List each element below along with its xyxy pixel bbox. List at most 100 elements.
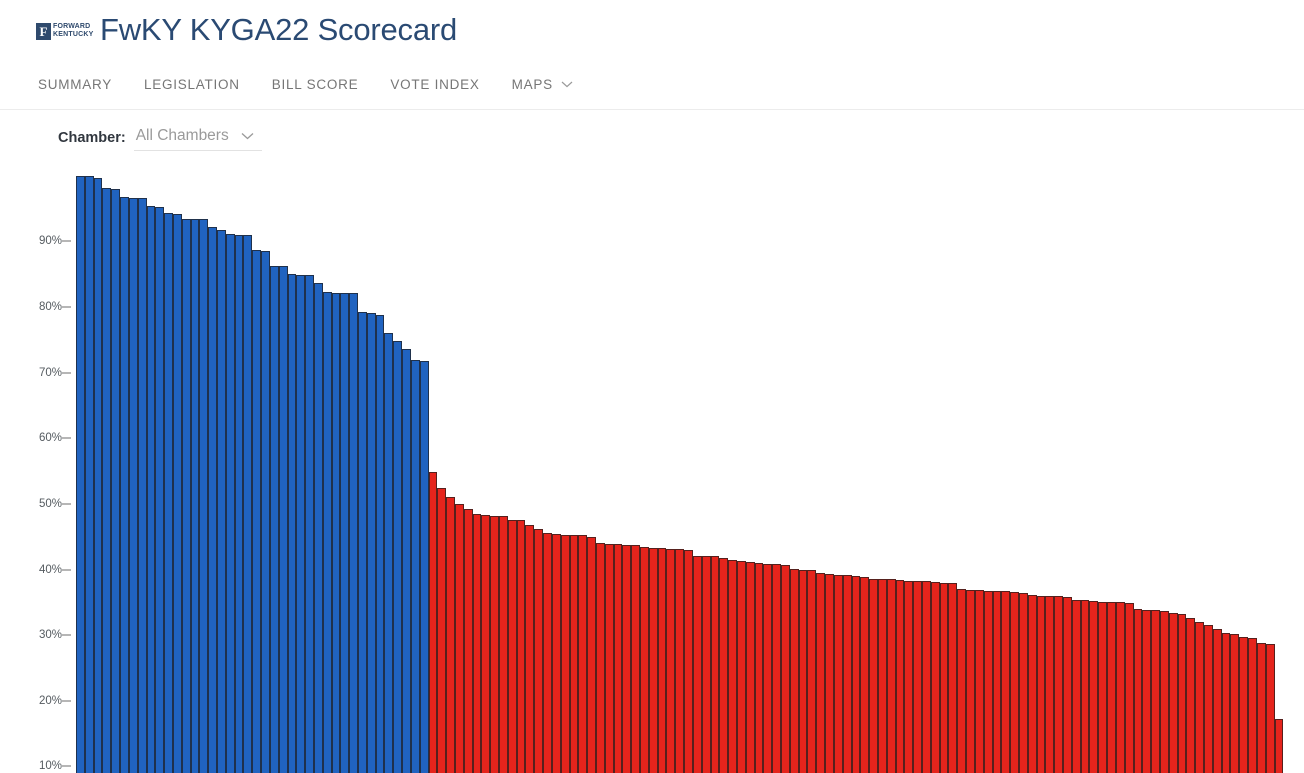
chart-bar[interactable] xyxy=(983,166,993,773)
chart-bar[interactable] xyxy=(648,166,658,773)
chart-bar[interactable] xyxy=(666,166,676,773)
chart-bar[interactable] xyxy=(1204,166,1213,773)
chart-bar[interactable] xyxy=(1018,166,1028,773)
chart-bar[interactable] xyxy=(393,166,403,773)
chart-bar[interactable] xyxy=(922,166,931,773)
chart-bar[interactable] xyxy=(1063,166,1072,773)
chart-bar[interactable] xyxy=(886,166,896,773)
chart-bar[interactable] xyxy=(816,166,826,773)
chart-bar[interactable] xyxy=(269,166,279,773)
chart-bar[interactable] xyxy=(560,166,570,773)
chart-bar[interactable] xyxy=(543,166,552,773)
chart-bar[interactable] xyxy=(763,166,773,773)
chart-bar[interactable] xyxy=(446,166,455,773)
chart-bar[interactable] xyxy=(1010,166,1019,773)
chart-bar[interactable] xyxy=(1195,166,1204,773)
chart-bar[interactable] xyxy=(719,166,729,773)
tab-legislation[interactable]: LEGISLATION xyxy=(128,60,256,110)
chart-bar[interactable] xyxy=(234,166,244,773)
tab-bill-score[interactable]: BILL SCORE xyxy=(256,60,375,110)
chart-bar[interactable] xyxy=(736,166,746,773)
chart-bar[interactable] xyxy=(1115,166,1125,773)
chart-bar[interactable] xyxy=(701,166,711,773)
chart-bar[interactable] xyxy=(1212,166,1222,773)
chart-bar[interactable] xyxy=(111,166,121,773)
chart-bar[interactable] xyxy=(1089,166,1099,773)
chart-bar[interactable] xyxy=(287,166,297,773)
chart-bar[interactable] xyxy=(463,166,473,773)
chart-bar[interactable] xyxy=(437,166,447,773)
chart-bar[interactable] xyxy=(966,166,975,773)
chart-bar[interactable] xyxy=(1124,166,1134,773)
chart-bar[interactable] xyxy=(410,166,420,773)
chart-bar[interactable] xyxy=(93,166,103,773)
chart-bar[interactable] xyxy=(137,166,147,773)
chart-bar[interactable] xyxy=(992,166,1002,773)
chart-bar[interactable] xyxy=(1159,166,1169,773)
chamber-filter-dropdown[interactable]: All Chambers xyxy=(133,125,262,151)
chart-bar[interactable] xyxy=(252,166,262,773)
chart-bar[interactable] xyxy=(384,166,394,773)
chart-bar[interactable] xyxy=(772,166,781,773)
chart-bar[interactable] xyxy=(490,166,499,773)
chart-bar[interactable] xyxy=(1168,166,1178,773)
chart-bar[interactable] xyxy=(728,166,737,773)
chart-bar[interactable] xyxy=(745,166,755,773)
chart-bar[interactable] xyxy=(710,166,720,773)
chart-bar[interactable] xyxy=(930,166,940,773)
chart-bar[interactable] xyxy=(402,166,411,773)
chart-bar[interactable] xyxy=(578,166,588,773)
chart-bar[interactable] xyxy=(825,166,834,773)
chart-bar[interactable] xyxy=(419,166,429,773)
chart-bar[interactable] xyxy=(807,166,817,773)
chart-bar[interactable] xyxy=(120,166,129,773)
chart-bar[interactable] xyxy=(974,166,984,773)
chart-bar[interactable] xyxy=(604,166,614,773)
chart-bar[interactable] xyxy=(164,166,173,773)
chart-bar[interactable] xyxy=(789,166,799,773)
chart-bar[interactable] xyxy=(613,166,623,773)
chart-bar[interactable] xyxy=(331,166,341,773)
chart-bar[interactable] xyxy=(1142,166,1152,773)
chart-bar[interactable] xyxy=(754,166,764,773)
chart-bar[interactable] xyxy=(358,166,367,773)
chart-bar[interactable] xyxy=(516,166,526,773)
chart-bar[interactable] xyxy=(595,166,605,773)
chart-bar[interactable] xyxy=(76,166,85,773)
chart-bar[interactable] xyxy=(1230,166,1240,773)
chart-bar[interactable] xyxy=(684,166,693,773)
chart-bar[interactable] xyxy=(322,166,332,773)
chart-bar[interactable] xyxy=(631,166,640,773)
chart-bar[interactable] xyxy=(877,166,887,773)
chart-bar[interactable] xyxy=(340,166,350,773)
chart-bar[interactable] xyxy=(842,166,852,773)
chart-bar[interactable] xyxy=(128,166,138,773)
chart-bar[interactable] xyxy=(146,166,156,773)
chart-bar[interactable] xyxy=(217,166,226,773)
chart-bar[interactable] xyxy=(1133,166,1143,773)
chart-bar[interactable] xyxy=(904,166,914,773)
chart-bar[interactable] xyxy=(1036,166,1046,773)
chart-bar[interactable] xyxy=(1151,166,1160,773)
tab-maps[interactable]: MAPS xyxy=(496,60,589,110)
chart-bar[interactable] xyxy=(1080,166,1090,773)
chart-bar[interactable] xyxy=(534,166,544,773)
chart-bar[interactable] xyxy=(507,166,517,773)
chart-bar[interactable] xyxy=(851,166,861,773)
chart-bar[interactable] xyxy=(499,166,508,773)
chart-bar[interactable] xyxy=(190,166,200,773)
chart-bar[interactable] xyxy=(1107,166,1116,773)
chart-bar[interactable] xyxy=(481,166,491,773)
chart-bar[interactable] xyxy=(640,166,649,773)
chart-bar[interactable] xyxy=(349,166,358,773)
chart-bar[interactable] xyxy=(366,166,376,773)
chart-bar[interactable] xyxy=(102,166,112,773)
chart-bar[interactable] xyxy=(781,166,790,773)
chart-bar[interactable] xyxy=(587,166,596,773)
chart-bar[interactable] xyxy=(569,166,579,773)
chart-bar[interactable] xyxy=(833,166,843,773)
tab-summary[interactable]: SUMMARY xyxy=(22,60,128,110)
chart-bar[interactable] xyxy=(305,166,314,773)
chart-bar[interactable] xyxy=(692,166,702,773)
chart-bar[interactable] xyxy=(84,166,94,773)
